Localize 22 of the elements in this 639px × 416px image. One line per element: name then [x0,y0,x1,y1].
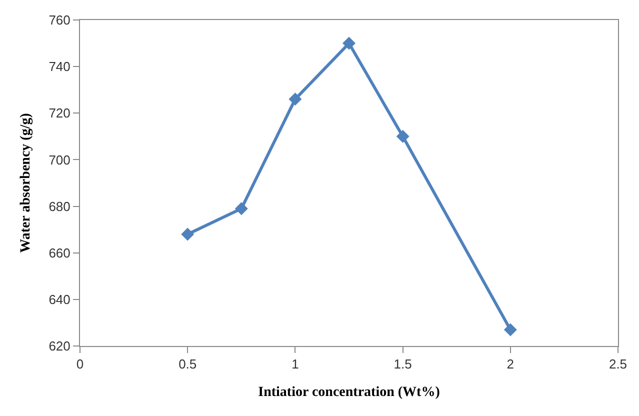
x-tick-label: 1.5 [394,356,412,372]
y-tick-label: 640 [48,292,70,307]
y-tick-label: 740 [48,59,70,74]
y-tick-label: 660 [48,245,70,260]
y-tick-label: 620 [48,338,70,354]
y-tick-label: 700 [48,152,70,168]
y-tick-label: 720 [48,106,70,121]
x-tick-label: 1 [292,356,299,372]
x-axis-title: Intiatior concentration (Wt%) [258,384,440,400]
point [288,92,302,106]
y-tick-label: 680 [48,198,70,214]
point [396,130,410,143]
point [504,323,517,336]
x-tick-label: 2 [506,356,514,372]
x-tick-label: 0.5 [178,356,197,372]
x-tick-label: 2.5 [608,356,628,372]
x-tick-label: 0 [76,356,84,372]
point [234,202,248,216]
point [342,36,356,50]
y-tick-label: 760 [48,12,70,28]
y-axis-title: Water absorbency (g/g) [18,112,34,253]
point [181,228,194,241]
